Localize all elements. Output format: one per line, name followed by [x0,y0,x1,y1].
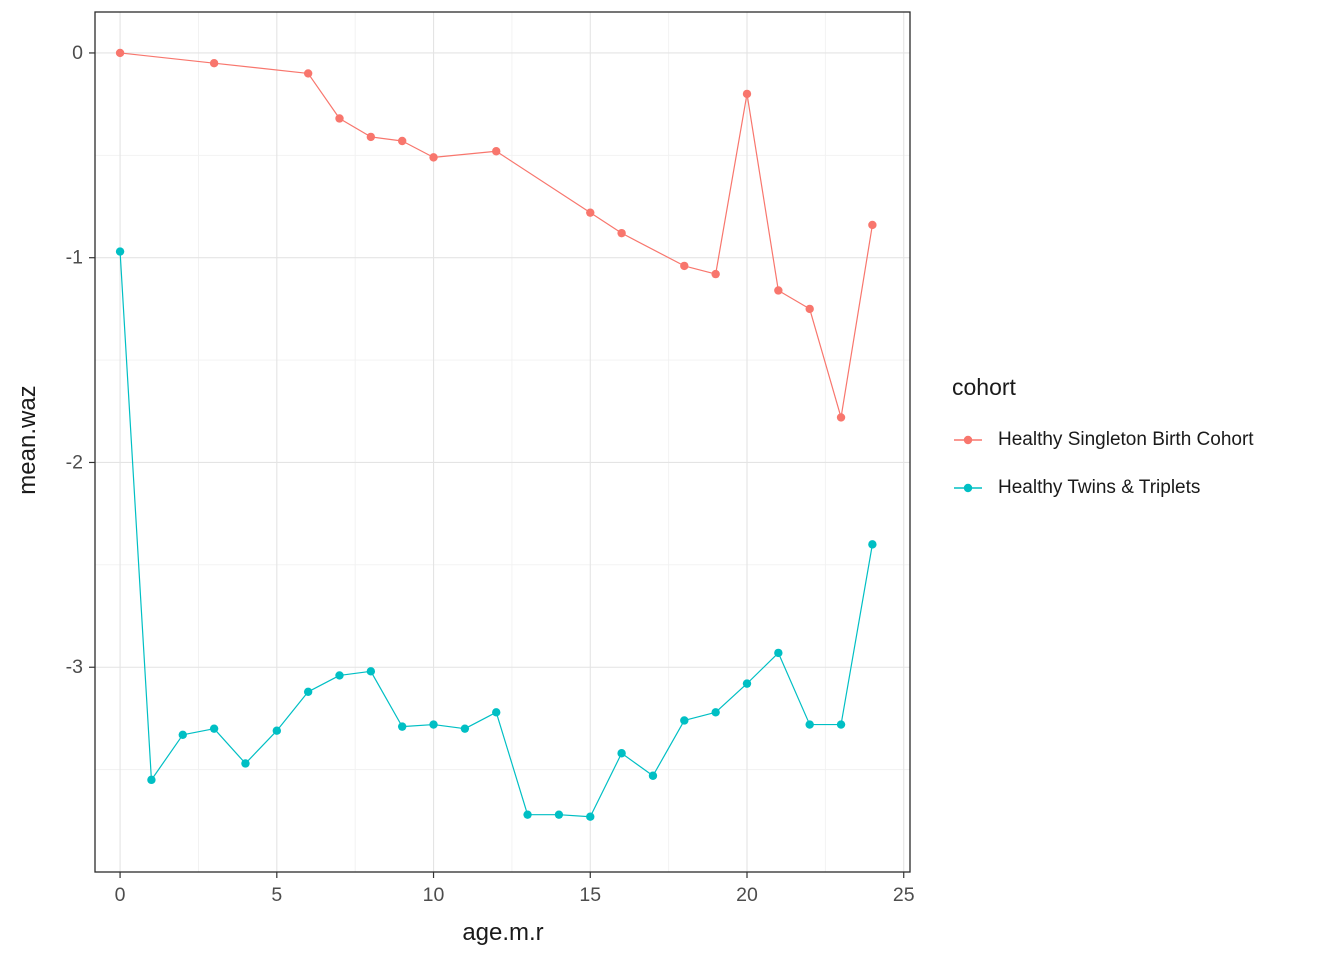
x-tick-label: 10 [423,884,445,906]
data-point [774,286,783,295]
data-point [868,220,877,230]
data-point [680,716,689,725]
legend-label: Healthy Singleton Birth Cohort [998,429,1254,450]
data-point [805,304,814,314]
data-point [303,69,313,78]
data-point [586,208,595,217]
legend-label: Healthy Twins & Triplets [998,477,1201,498]
data-point [335,671,344,680]
x-tick-label: 0 [115,884,126,906]
data-point [836,413,846,422]
legend: cohort Healthy Singleton Birth Cohort Hea… [952,376,1337,521]
legend-item: Healthy Twins & Triplets [952,473,1337,503]
data-point [868,540,877,549]
data-point [805,720,814,729]
data-point [586,812,595,821]
data-point [397,722,407,731]
data-point [115,247,125,256]
data-point [617,749,626,758]
data-point [429,153,438,162]
data-point [303,687,313,697]
data-point [209,58,219,68]
data-point [742,89,752,99]
data-point [648,771,658,780]
x-axis-title: age.m.r [462,919,544,946]
data-point [209,724,219,733]
data-point [178,730,187,740]
data-point [492,708,501,717]
data-point [397,136,407,146]
data-point [115,48,125,58]
panel-background [95,12,910,872]
data-point [147,775,156,785]
x-tick-label: 15 [579,884,601,906]
data-point [774,648,783,658]
data-point [272,726,282,735]
data-point [742,679,752,688]
x-tick-label: 20 [736,884,758,906]
legend-item: Healthy Singleton Birth Cohort [952,425,1337,455]
data-point [711,708,720,717]
legend-items: Healthy Singleton Birth Cohort Healthy Tw… [952,425,1337,503]
y-tick-label: -2 [66,451,83,473]
data-point [366,667,376,676]
panel-border [94,11,911,873]
y-tick-label: 0 [72,42,83,64]
y-axis-title: mean.waz [14,385,41,495]
data-point [836,720,846,729]
data-point [335,114,344,123]
y-tick-label: -3 [66,656,83,678]
data-point [554,810,564,819]
legend-key-icon [954,435,982,445]
data-point [366,132,376,142]
data-point [429,720,438,729]
data-point [460,724,470,733]
y-tick-label: -1 [66,247,83,269]
legend-key-icon [954,483,982,493]
legend-title: cohort [952,374,1016,400]
data-point [523,810,532,819]
data-point [711,269,720,279]
data-point [492,147,501,156]
x-tick-label: 25 [893,884,915,906]
data-point [241,759,250,768]
data-point [680,261,689,271]
data-point [617,228,626,238]
x-tick-label: 5 [271,884,282,906]
